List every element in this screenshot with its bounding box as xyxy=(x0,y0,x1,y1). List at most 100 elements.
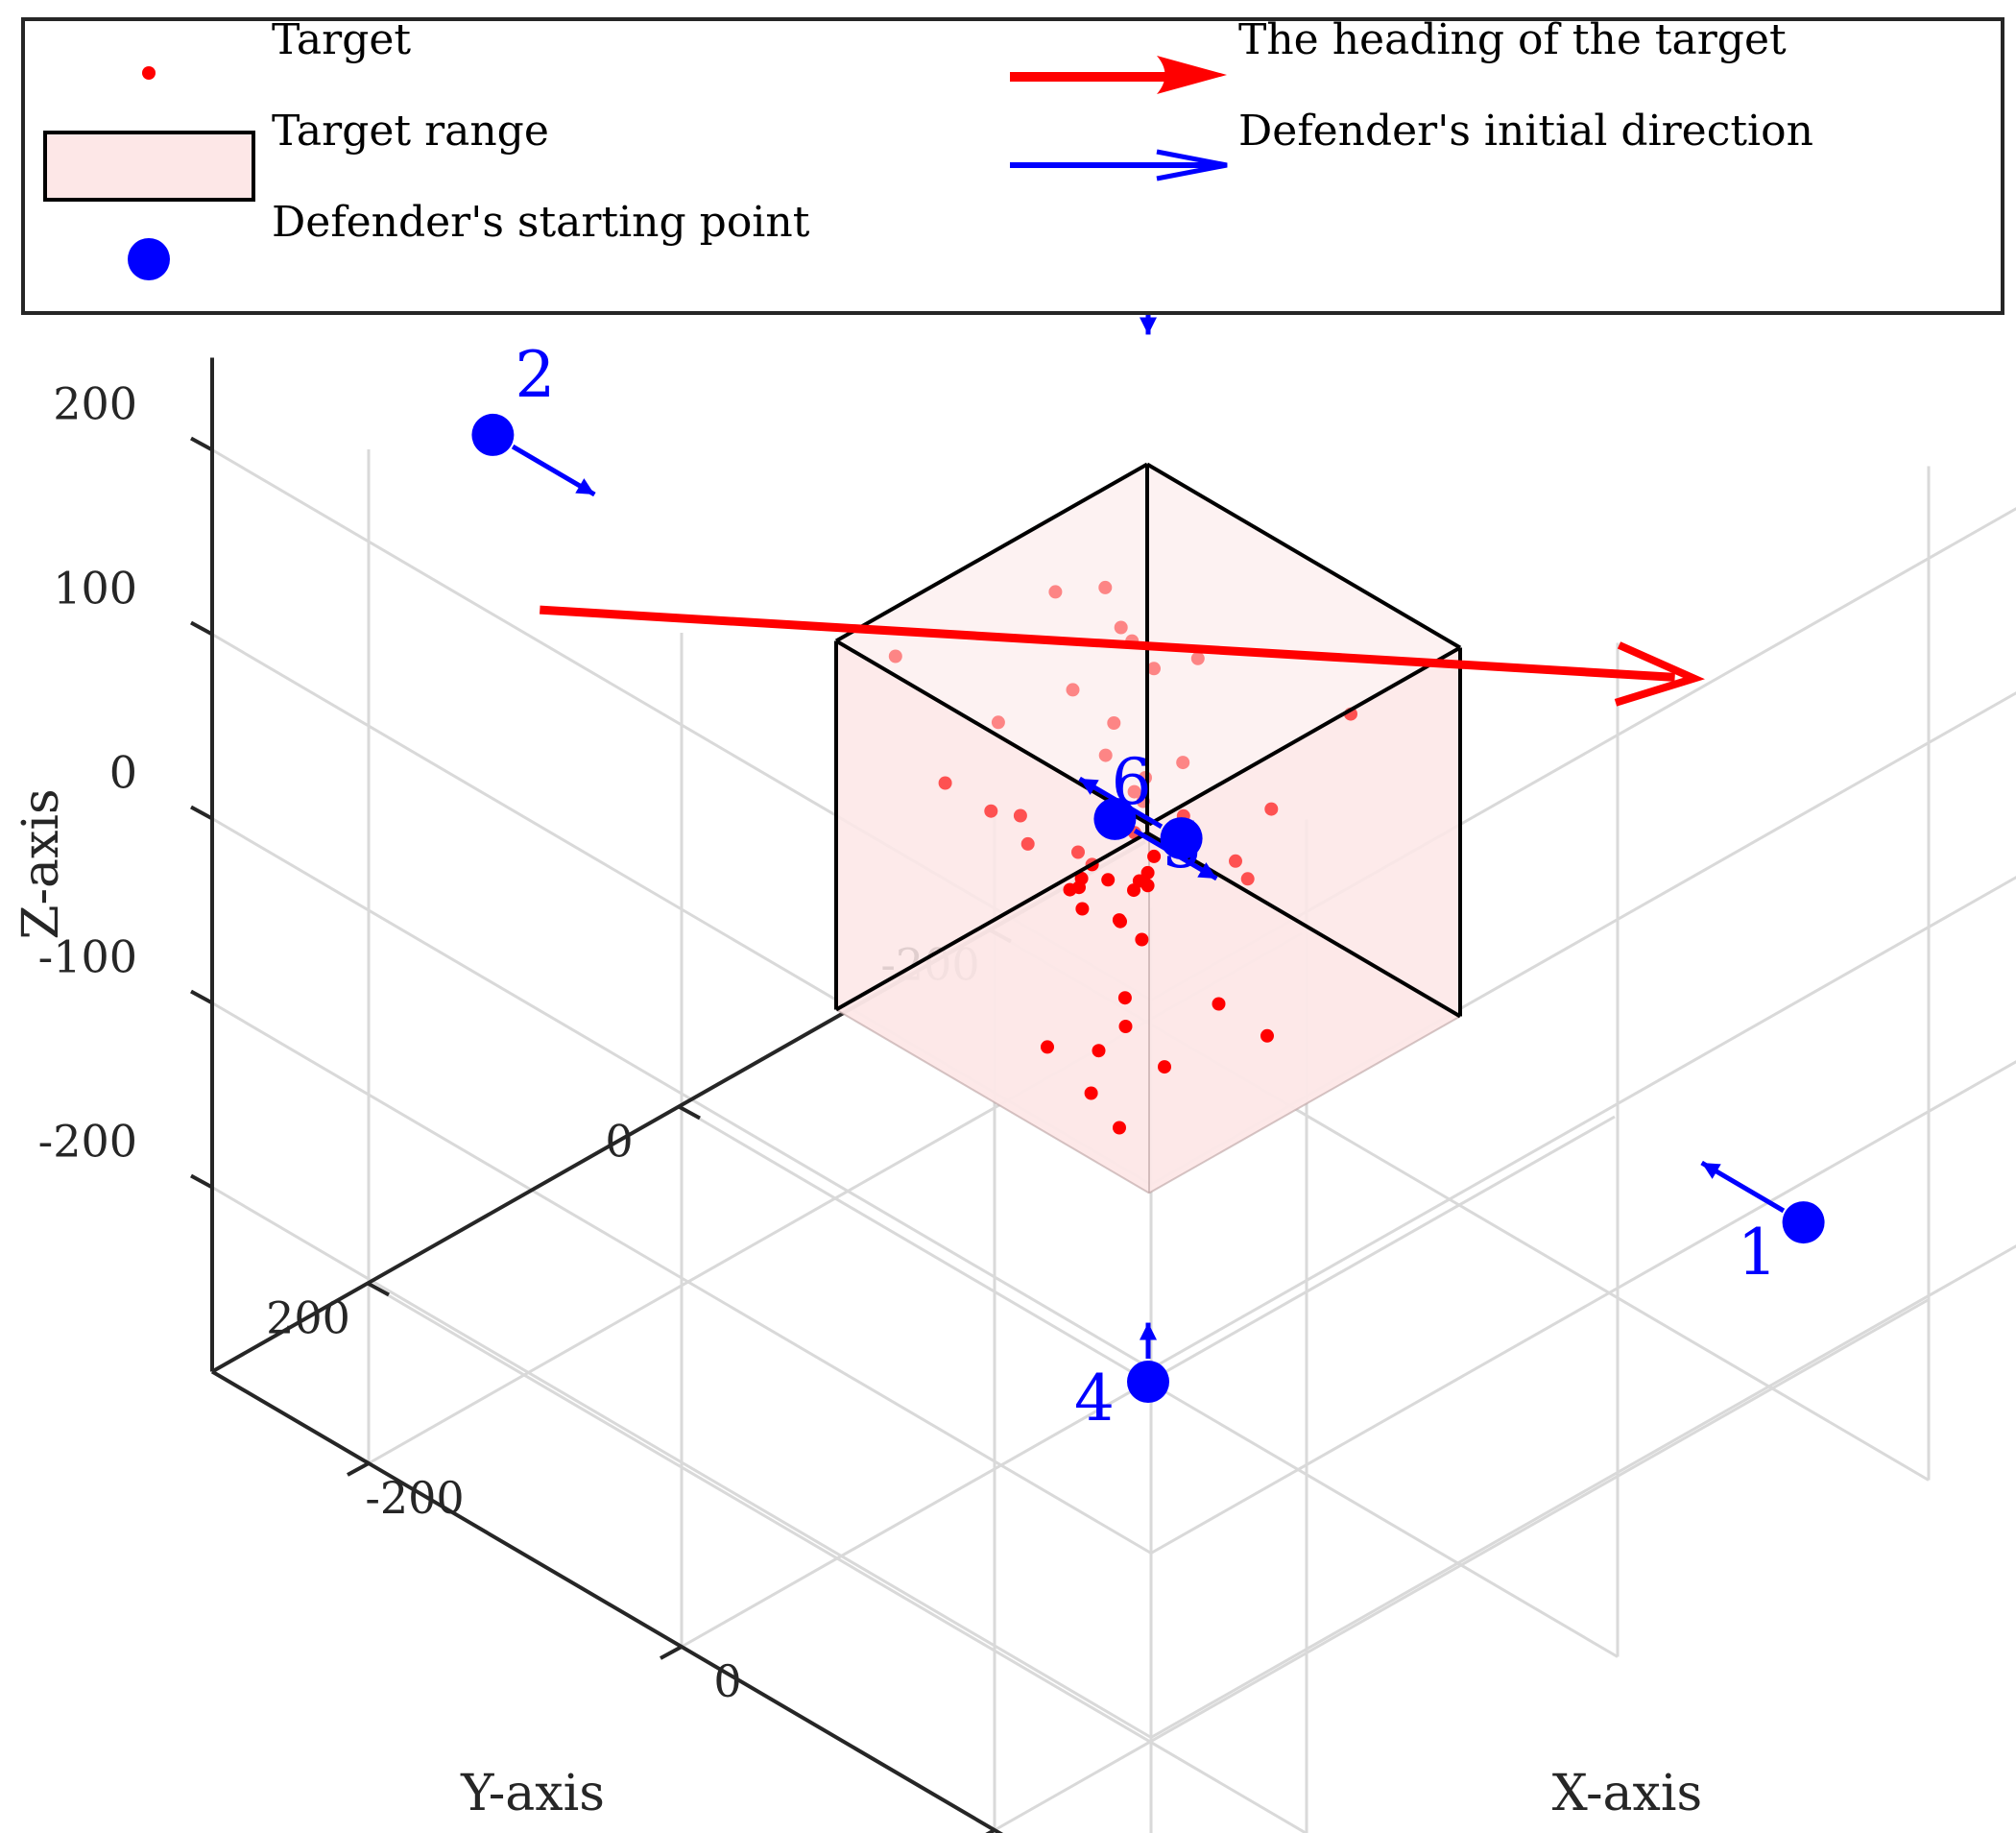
z-tick-label: -100 xyxy=(38,931,137,983)
target-range-face xyxy=(1149,647,1460,1194)
target-point xyxy=(1098,580,1113,594)
target-point xyxy=(1107,716,1121,730)
grid-line-side-z xyxy=(1150,1244,2016,1739)
target-point xyxy=(1112,913,1126,928)
heading-arrow xyxy=(540,605,1705,707)
heading-line xyxy=(540,605,1675,682)
defender-2: 2 xyxy=(471,338,596,497)
legend-target-label: Target xyxy=(272,15,411,64)
defender-arrowhead xyxy=(1079,779,1099,795)
target-point xyxy=(1147,662,1161,676)
target-point xyxy=(1020,836,1035,851)
target-point xyxy=(1114,620,1128,635)
z-tick-label: -200 xyxy=(38,1116,137,1168)
target-range-edge xyxy=(1148,645,1461,827)
defender-4: 4 xyxy=(1074,1322,1169,1435)
legend-target-marker xyxy=(142,66,156,80)
defender-label: 4 xyxy=(1074,1362,1115,1435)
target-range-edge xyxy=(835,462,1148,643)
target-point xyxy=(1158,1060,1171,1074)
defender-marker xyxy=(1782,1201,1825,1244)
grid-line-side-z xyxy=(1150,876,2016,1370)
target-point xyxy=(984,804,998,818)
defender-marker xyxy=(1127,1361,1169,1403)
target-point xyxy=(1135,932,1149,947)
legend: Target Target range Defender's starting … xyxy=(21,15,2004,315)
target-point xyxy=(1117,991,1132,1005)
grid-line-wall-z xyxy=(211,1186,1152,1739)
target-point xyxy=(1118,1020,1133,1033)
z-tick xyxy=(190,989,213,1005)
defender-arrowhead xyxy=(1140,317,1157,335)
legend-range-label: Target range xyxy=(272,107,549,156)
z-tick-label: 100 xyxy=(53,563,137,615)
defender-label: 1 xyxy=(1738,1216,1778,1290)
target-point xyxy=(888,649,902,663)
target-point xyxy=(1147,849,1162,863)
target-point xyxy=(1084,1086,1098,1100)
z-tick xyxy=(190,620,213,637)
target-point xyxy=(1101,873,1116,887)
x-tick-label: -200 xyxy=(365,1472,464,1524)
target-range-edge xyxy=(834,639,1151,827)
defenders: 123456 xyxy=(471,230,1825,1435)
x-tick xyxy=(985,1828,996,1833)
target-point xyxy=(1075,902,1090,916)
defender-arrowhead xyxy=(1701,1163,1721,1179)
target-range-hidden-edge xyxy=(1148,1015,1461,1194)
target-point xyxy=(1013,808,1027,823)
legend-direction-label: Defender's initial direction xyxy=(1238,107,1813,156)
target-point xyxy=(1176,756,1190,770)
y-tick-label: 0 xyxy=(605,1116,633,1168)
legend-range-swatch xyxy=(43,131,255,202)
grid-line-wall-z xyxy=(211,817,1152,1370)
x-tick-label: 0 xyxy=(713,1655,741,1707)
target-point xyxy=(991,715,1005,730)
target-point xyxy=(1098,748,1113,762)
z-tick xyxy=(190,805,213,821)
target-point xyxy=(1048,585,1063,599)
target-point xyxy=(1113,1121,1126,1135)
defender-marker xyxy=(471,413,515,456)
legend-direction-arrow xyxy=(1010,149,1228,181)
x-tick xyxy=(347,1461,370,1477)
defender-1: 1 xyxy=(1700,1160,1825,1290)
target-range-back xyxy=(835,640,1461,1194)
grid-line-floor-y xyxy=(367,1282,1308,1833)
z-tick xyxy=(190,1173,213,1190)
target-range-edge xyxy=(1145,831,1462,1019)
legend-defender-marker xyxy=(128,238,170,280)
target-point xyxy=(1212,997,1226,1011)
grid-line-side-z xyxy=(1150,1060,2016,1555)
defender-marker xyxy=(1093,797,1137,840)
target-point xyxy=(938,776,952,790)
target-point xyxy=(1041,1040,1054,1054)
target-range-edge xyxy=(835,831,1148,1012)
target-point xyxy=(1229,854,1242,868)
x-axis-label: X-axis xyxy=(1552,1765,1702,1822)
target-point xyxy=(1264,802,1279,816)
y-tick-label: 200 xyxy=(266,1292,350,1344)
target-range-hidden-edge xyxy=(835,1008,1150,1194)
target-point xyxy=(1066,683,1080,697)
grid-line-wall-z xyxy=(211,1001,1152,1555)
defender-label: 2 xyxy=(515,338,555,412)
x-tick xyxy=(660,1645,683,1660)
target-point xyxy=(1092,1044,1106,1058)
legend-heading-label: The heading of the target xyxy=(1238,15,1787,64)
target-point xyxy=(1190,651,1205,665)
target-range-face xyxy=(836,464,1147,1010)
z-tick xyxy=(190,436,213,452)
target-point xyxy=(1140,865,1155,880)
y-axis-label: Y-axis xyxy=(460,1765,605,1822)
target-point xyxy=(1240,872,1255,886)
y-tick xyxy=(678,1104,701,1121)
target-point xyxy=(1132,874,1146,888)
defender-arrowhead xyxy=(1140,1322,1157,1340)
defender-label: 6 xyxy=(1112,745,1152,819)
target-point xyxy=(1071,845,1085,859)
z-tick-label: 200 xyxy=(53,378,137,430)
z-axis-label: Z-axis xyxy=(12,788,70,939)
heading-arrowhead xyxy=(1614,641,1705,707)
